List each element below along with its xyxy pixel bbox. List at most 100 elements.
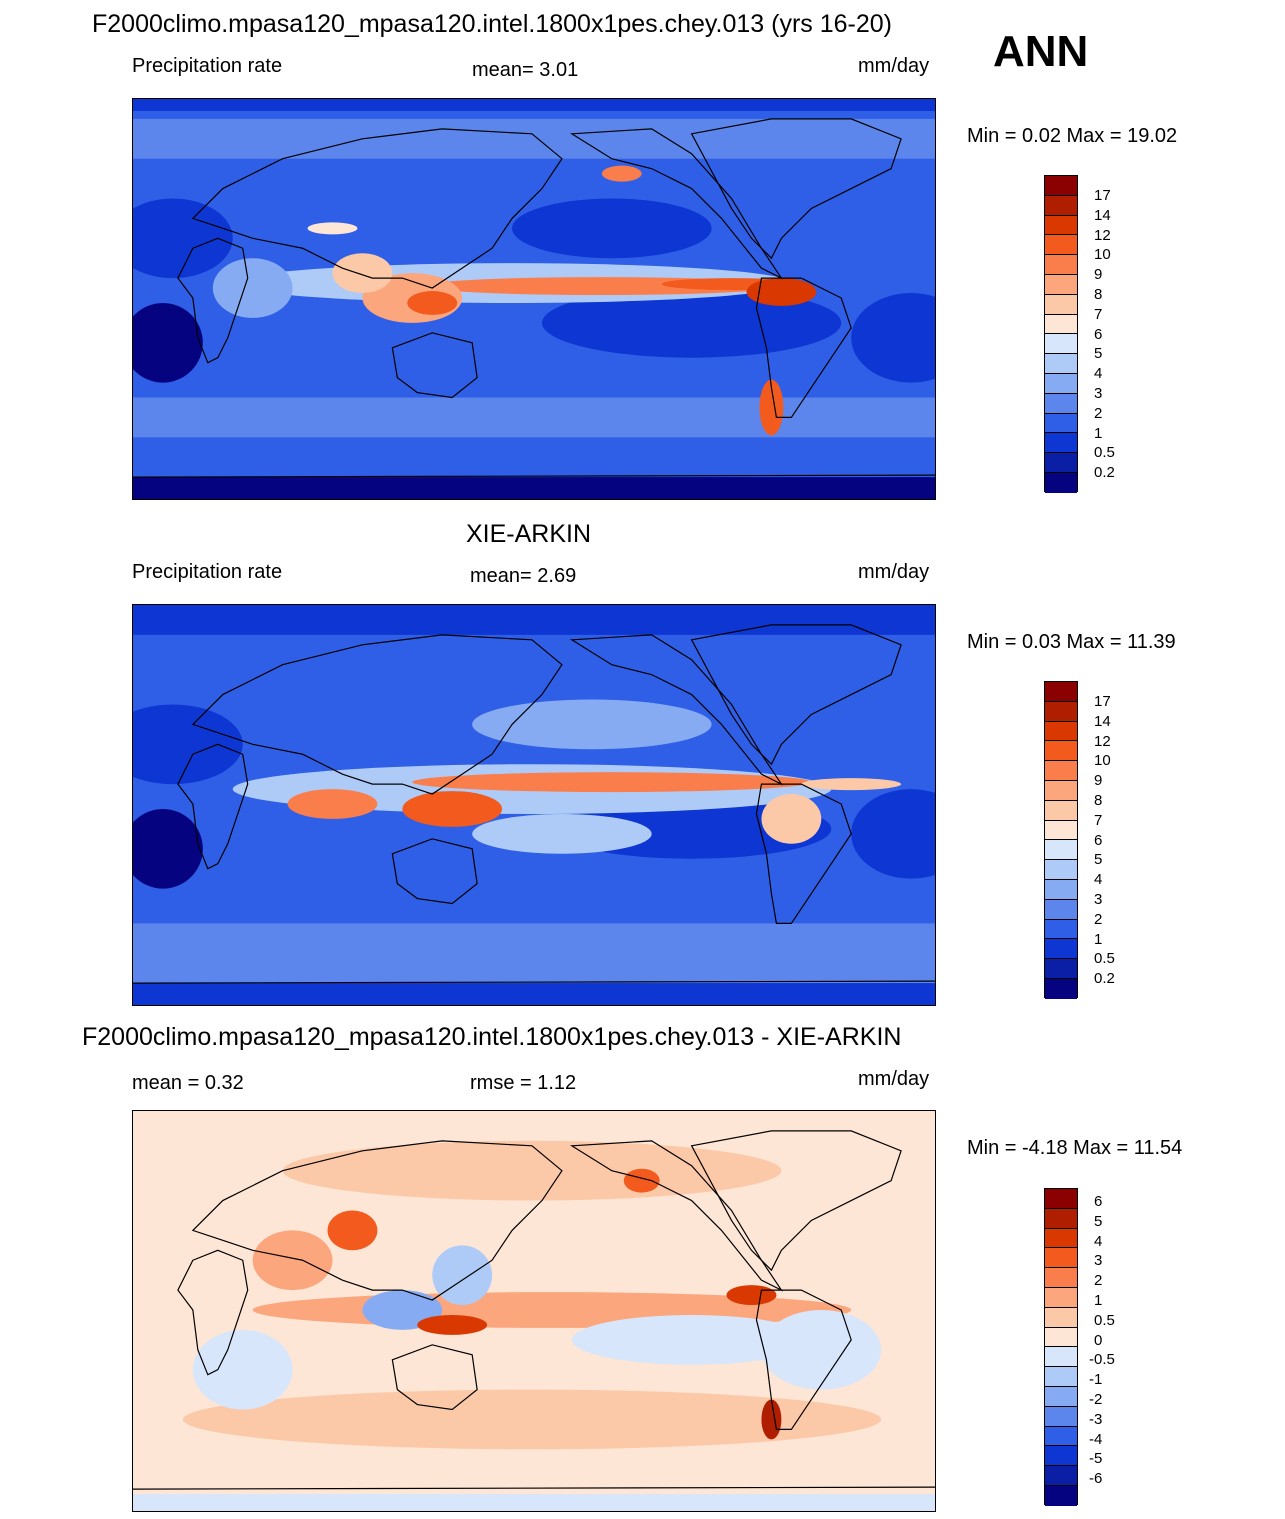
colorbar-tick-label: 9 <box>1094 266 1103 284</box>
colorbar-swatch <box>1045 721 1077 742</box>
panel-diff-units-label: mm/day <box>858 1068 930 1090</box>
colorbar-tick-label: 3 <box>1094 385 1103 402</box>
colorbar-swatch <box>1045 176 1077 196</box>
colorbar-tick-label: 3 <box>1094 891 1103 908</box>
colorbar-tick-label: 17 <box>1094 693 1111 710</box>
panel-ref-mean-label: mean= 2.69 <box>470 565 577 587</box>
panel-diff-title: F2000climo.mpasa120_mpasa120.intel.1800x… <box>82 1023 902 1051</box>
colorbar-tick-label: 14 <box>1094 206 1111 224</box>
panel-test-mean-label: mean= 3.01 <box>472 59 579 81</box>
panel-diff-colorbar <box>1044 1188 1078 1506</box>
colorbar-swatch <box>1045 939 1077 960</box>
panel-ref-minmax: Min = 0.03 Max = 11.39 <box>967 631 1176 653</box>
colorbar-swatch <box>1045 1367 1077 1387</box>
colorbar-swatch <box>1045 1228 1077 1249</box>
panel-ref-colorbar <box>1044 681 1078 999</box>
colorbar-swatch <box>1045 453 1077 473</box>
colorbar-tick-label: 9 <box>1094 772 1103 790</box>
colorbar-swatch <box>1045 1287 1077 1308</box>
colorbar-tick-label: 5 <box>1094 851 1103 869</box>
colorbar-swatch <box>1045 820 1077 841</box>
colorbar-swatch <box>1045 1446 1077 1467</box>
colorbar-swatch <box>1045 255 1077 275</box>
panel-diff-minmax: Min = -4.18 Max = 11.54 <box>967 1137 1183 1159</box>
colorbar-tick-label: 1 <box>1094 424 1103 442</box>
colorbar-swatch <box>1045 195 1077 216</box>
colorbar-tick-label: 5 <box>1094 345 1103 363</box>
colorbar-swatch <box>1045 373 1077 394</box>
colorbar-tick-label: 0.5 <box>1094 444 1115 462</box>
panel-diff-rmse-label: rmse = 1.12 <box>470 1072 577 1094</box>
colorbar-swatch <box>1045 899 1077 920</box>
colorbar-swatch <box>1045 1208 1077 1229</box>
colorbar-tick-label: 0.2 <box>1094 970 1115 988</box>
colorbar-swatch <box>1045 959 1077 979</box>
colorbar-swatch <box>1045 215 1077 236</box>
colorbar-tick-label: 2 <box>1094 910 1103 928</box>
colorbar-tick-label: 12 <box>1094 732 1111 750</box>
colorbar-tick-label: 6 <box>1094 1193 1103 1210</box>
panel-diff-mean-label: mean = 0.32 <box>132 1072 244 1094</box>
colorbar-swatch <box>1045 780 1077 801</box>
colorbar-swatch <box>1045 294 1077 315</box>
colorbar-tick-label: 5 <box>1094 1212 1103 1230</box>
colorbar-tick-label: -2 <box>1089 1391 1103 1408</box>
colorbar-swatch <box>1045 978 1077 999</box>
colorbar-swatch <box>1045 235 1077 256</box>
colorbar-tick-label: 2 <box>1094 1272 1103 1290</box>
colorbar-tick-label: 1 <box>1094 1292 1103 1309</box>
colorbar-swatch <box>1045 1347 1077 1368</box>
colorbar-tick-label: -0.5 <box>1089 1351 1115 1369</box>
colorbar-swatch <box>1045 1406 1077 1427</box>
colorbar-tick-label: 0 <box>1094 1331 1103 1349</box>
colorbar-tick-label: 4 <box>1094 1232 1103 1250</box>
panel-test-minmax: Min = 0.02 Max = 19.02 <box>967 125 1178 147</box>
colorbar-swatch <box>1045 393 1077 414</box>
panel-test-colorbar <box>1044 175 1078 493</box>
panel-ref-variable-label: Precipitation rate <box>132 561 283 583</box>
colorbar-swatch <box>1045 1466 1077 1486</box>
panel-test-map <box>132 98 936 500</box>
colorbar-swatch <box>1045 1189 1077 1209</box>
colorbar-tick-label: -1 <box>1089 1371 1103 1389</box>
colorbar-swatch <box>1045 433 1077 454</box>
colorbar-tick-label: -5 <box>1089 1450 1103 1468</box>
colorbar-tick-label: 4 <box>1094 871 1103 889</box>
colorbar-swatch <box>1045 1386 1077 1407</box>
colorbar-swatch <box>1045 701 1077 722</box>
colorbar-swatch <box>1045 741 1077 762</box>
colorbar-swatch <box>1045 1268 1077 1288</box>
panel-diff-map <box>132 1110 936 1512</box>
colorbar-tick-label: 1 <box>1094 930 1103 948</box>
colorbar-swatch <box>1045 682 1077 702</box>
colorbar-swatch <box>1045 413 1077 434</box>
colorbar-swatch <box>1045 354 1077 374</box>
colorbar-swatch <box>1045 761 1077 781</box>
colorbar-swatch <box>1045 860 1077 880</box>
colorbar-swatch <box>1045 840 1077 861</box>
panel-ref-title: XIE-ARKIN <box>466 520 592 548</box>
colorbar-tick-label: 0.2 <box>1094 464 1115 482</box>
colorbar-tick-label: 10 <box>1094 246 1111 264</box>
colorbar-swatch <box>1045 314 1077 335</box>
colorbar-tick-label: 14 <box>1094 712 1111 730</box>
panel-test-units-label: mm/day <box>858 55 930 77</box>
colorbar-swatch <box>1045 1426 1077 1447</box>
colorbar-swatch <box>1045 1248 1077 1269</box>
figure-title: F2000climo.mpasa120_mpasa120.intel.1800x… <box>92 10 893 38</box>
colorbar-swatch <box>1045 274 1077 295</box>
colorbar-tick-label: 7 <box>1094 305 1103 323</box>
colorbar-tick-label: 7 <box>1094 811 1103 829</box>
colorbar-tick-label: -4 <box>1089 1430 1103 1448</box>
colorbar-swatch <box>1045 1307 1077 1328</box>
colorbar-swatch <box>1045 879 1077 900</box>
colorbar-tick-label: 0.5 <box>1094 1311 1115 1329</box>
colorbar-tick-label: 6 <box>1094 831 1103 849</box>
panel-ref-units-label: mm/day <box>858 561 930 583</box>
colorbar-tick-label: 4 <box>1094 365 1103 383</box>
colorbar-swatch <box>1045 1327 1077 1348</box>
panel-test-variable-label: Precipitation rate <box>132 55 283 77</box>
colorbar-tick-label: 8 <box>1094 286 1103 303</box>
colorbar-swatch <box>1045 1485 1077 1506</box>
panel-ref-map <box>132 604 936 1006</box>
